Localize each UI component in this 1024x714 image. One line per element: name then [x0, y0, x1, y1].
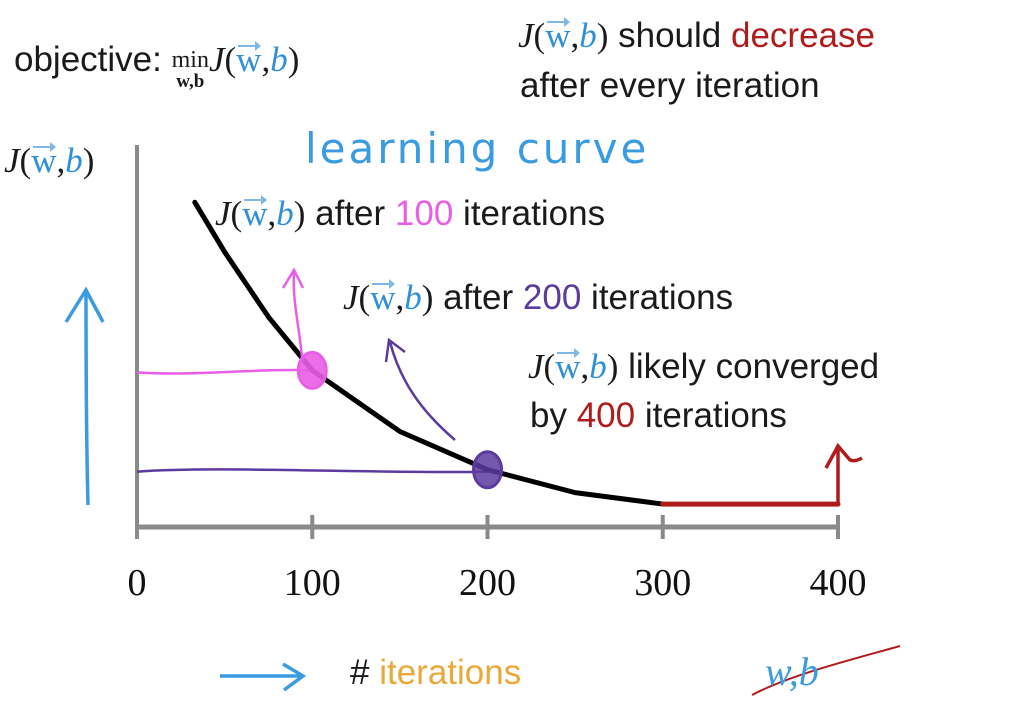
J-symbol: J — [343, 278, 359, 317]
min-operator: min w,b — [172, 48, 209, 91]
arrow-100-icon — [281, 267, 305, 361]
x-tick-label: 0 — [128, 562, 147, 604]
w-vector: w — [236, 40, 262, 79]
objective-label: objective: — [14, 40, 162, 79]
b-symbol: b — [589, 347, 607, 386]
right-arrow-icon — [220, 662, 307, 692]
annotation-200: J(w,b) after 200 iterations — [343, 278, 734, 317]
arrow-200-icon — [384, 337, 456, 441]
note-text: should — [618, 16, 722, 55]
guide-line-100 — [136, 368, 313, 375]
text: iterations — [591, 278, 734, 317]
w-vector: w — [242, 194, 268, 233]
x-tick-label: 100 — [284, 562, 341, 604]
b-symbol: b — [276, 194, 294, 233]
b-symbol: b — [579, 16, 597, 55]
b-symbol: b — [404, 278, 422, 317]
decrease-word: decrease — [731, 16, 875, 55]
y-axis-label: J(w,b) — [4, 141, 95, 180]
chart-title: learning curve — [305, 124, 650, 173]
iterations-word: iterations — [379, 653, 522, 692]
J-symbol: J — [215, 194, 231, 233]
J-symbol: J — [528, 347, 544, 386]
count-400: 400 — [576, 396, 636, 435]
hash-symbol: # — [350, 653, 370, 692]
guide-line-200 — [136, 468, 488, 474]
x-tick-label: 300 — [634, 562, 691, 604]
arrow-400-icon — [824, 442, 863, 505]
text: by — [530, 396, 567, 435]
text: after — [315, 194, 386, 233]
w-vector: w — [31, 141, 57, 180]
min-text: min — [171, 47, 209, 73]
x-tick-label: 400 — [810, 562, 867, 604]
up-arrow-icon — [64, 286, 105, 506]
J-symbol: J — [208, 40, 225, 79]
b-symbol: b — [270, 40, 288, 79]
text: iterations — [644, 396, 787, 435]
decrease-note: J(w,b) should decrease — [518, 16, 875, 55]
x-axis-label: # iterations — [350, 655, 521, 690]
series-line-0 — [192, 199, 666, 507]
min-subscript: w,b — [176, 71, 205, 92]
w-vector: w — [545, 16, 571, 55]
text: likely converged — [628, 347, 880, 386]
count-200: 200 — [522, 278, 582, 317]
annotation-400: J(w,b) likely converged — [528, 347, 880, 386]
strike-line — [751, 645, 901, 696]
count-100: 100 — [394, 194, 454, 233]
b-symbol: b — [65, 141, 83, 180]
J-symbol: J — [518, 16, 534, 55]
text: after — [443, 278, 514, 317]
w-vector: w — [555, 347, 581, 386]
annotation-400-line2: by 400 iterations — [530, 398, 787, 433]
highlight-marker-100 — [296, 350, 328, 390]
objective: objective: min w,b J(w,b) — [14, 40, 300, 92]
text: iterations — [463, 194, 606, 233]
highlight-marker-200 — [472, 450, 503, 490]
annotation-100: J(w,b) after 100 iterations — [215, 194, 606, 233]
note-line2: after every iteration — [520, 66, 820, 105]
w-vector: w — [370, 278, 396, 317]
x-tick-label: 200 — [459, 562, 516, 604]
crossed-out-wb: w,b — [765, 649, 819, 694]
J-symbol: J — [4, 141, 20, 180]
